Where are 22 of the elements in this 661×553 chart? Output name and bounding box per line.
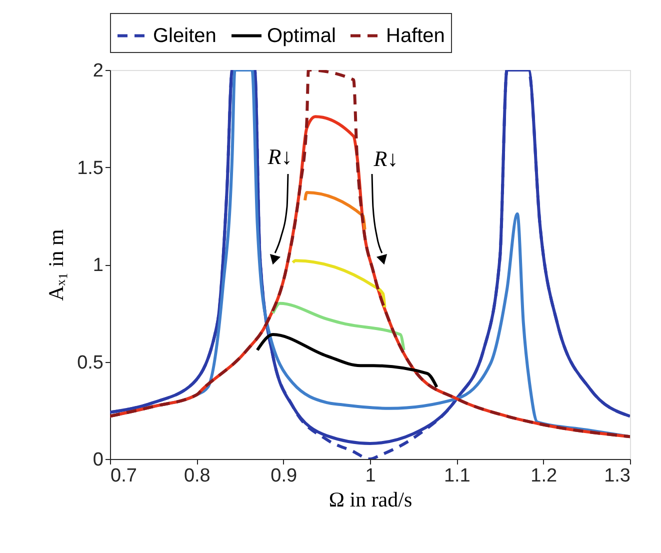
annotation: R↓: [372, 146, 398, 171]
x-tick-label: 0.7: [110, 466, 137, 486]
line-series: [291, 259, 386, 309]
y-tick-label: 1: [92, 255, 104, 276]
y-axis-title: Aₓ₁ in m: [44, 229, 68, 301]
x-tick-label: 1.1: [444, 466, 470, 486]
legend-label: Gleiten: [153, 24, 216, 47]
x-tick-label: 1: [365, 466, 376, 486]
y-tick-label: 0.5: [77, 352, 104, 374]
line-series: [271, 302, 406, 352]
x-tick-label: 0.9: [270, 466, 298, 486]
y-tick-label: 2: [92, 60, 104, 82]
x-tick-label: 1.3: [604, 466, 630, 486]
x-axis-title: Ω in rad/s: [328, 488, 412, 512]
x-tick-label: 1.2: [530, 466, 558, 486]
legend-label: Haften: [386, 24, 445, 47]
x-tick-label: 0.8: [184, 466, 210, 486]
y-tick-label: 1.5: [77, 158, 104, 179]
legend-label: Optimal: [267, 24, 336, 47]
annotation: R↓: [266, 144, 292, 169]
y-tick-label: 0: [92, 450, 104, 470]
line-series: [256, 333, 438, 389]
